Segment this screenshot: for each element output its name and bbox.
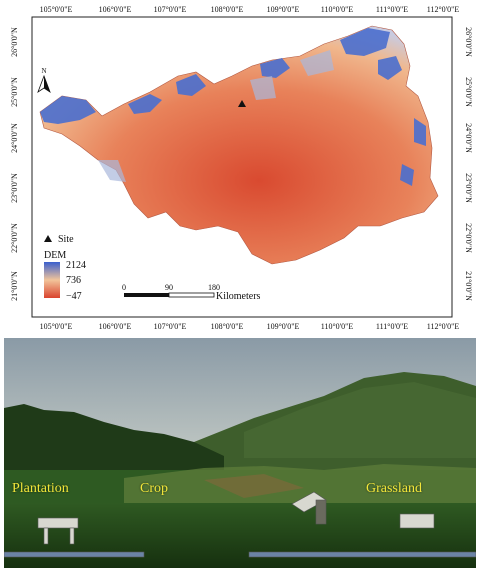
lon-label-top: 112°0'0"E: [427, 5, 460, 14]
lat-label-right: 25°0'0"N: [464, 77, 473, 107]
legend-site-symbol: [44, 235, 52, 242]
grassland-label: Grassland: [366, 481, 422, 496]
lon-label-bottom: 112°0'0"E: [427, 322, 460, 331]
dem-min-label: −47: [66, 291, 82, 302]
lon-label-top: 107°0'0"E: [154, 5, 187, 14]
lat-label-left: 23°0'0"N: [10, 173, 19, 203]
lat-label-right: 22°0'0"N: [464, 223, 473, 253]
lat-label-left: 26°0'0"N: [10, 27, 19, 57]
lat-label-right: 21°0'0"N: [464, 271, 473, 301]
lon-label-top: 110°0'0"E: [321, 5, 354, 14]
eddy-covariance-equipment: [4, 491, 476, 558]
lat-label-right: 23°0'0"N: [464, 173, 473, 203]
scale-tick-label: 0: [122, 283, 126, 292]
dem-map: N 105°0'0"E 106°0'0"E 107°0'0"E 108°0'0"…: [10, 5, 473, 331]
legend-dem-title: DEM: [44, 250, 66, 261]
lat-label-right: 26°0'0"N: [464, 27, 473, 57]
dem-map-panel: N 105°0'0"E 106°0'0"E 107°0'0"E 108°0'0"…: [10, 5, 473, 331]
map-legend: Site DEM 2124 736 −47: [44, 234, 86, 302]
north-arrow: N: [37, 67, 51, 94]
lat-label-left: 25°0'0"N: [10, 77, 19, 107]
lat-label-left: 24°0'0"N: [10, 123, 19, 153]
site-marker: [238, 100, 246, 107]
lon-label-bottom: 107°0'0"E: [154, 322, 187, 331]
lon-label-top: 106°0'0"E: [99, 5, 132, 14]
plantation-label: Plantation: [12, 481, 69, 496]
lon-label-bottom: 108°0'0"E: [211, 322, 244, 331]
lon-label-bottom: 111°0'0"E: [376, 322, 408, 331]
foreground-vegetation: [4, 503, 476, 568]
scale-segment-black: [124, 293, 169, 297]
mid-elevation-patches: [98, 50, 334, 182]
lon-label-bottom: 110°0'0"E: [321, 322, 354, 331]
lon-labels-bottom: 105°0'0"E 106°0'0"E 107°0'0"E 108°0'0"E …: [40, 322, 460, 331]
north-label: N: [41, 67, 46, 75]
site-photo-scene: [4, 338, 476, 568]
lon-labels-top: 105°0'0"E 106°0'0"E 107°0'0"E 108°0'0"E …: [40, 5, 460, 14]
legend-site-label: Site: [58, 234, 74, 245]
lat-label-left: 22°0'0"N: [10, 223, 19, 253]
forest: [4, 404, 224, 488]
dem-color-ramp: [44, 262, 60, 298]
scale-segment-white: [168, 292, 215, 298]
lon-label-top: 111°0'0"E: [376, 5, 408, 14]
region-dem-surface: [39, 25, 439, 265]
lon-label-bottom: 109°0'0"E: [267, 322, 300, 331]
crop-label: Crop: [140, 481, 168, 496]
dem-max-label: 2124: [66, 260, 86, 271]
lon-label-top: 109°0'0"E: [267, 5, 300, 14]
lat-label-left: 21°0'0"N: [10, 271, 19, 301]
lon-label-bottom: 105°0'0"E: [40, 322, 73, 331]
lon-label-top: 108°0'0"E: [211, 5, 244, 14]
dem-mid-label: 736: [66, 275, 81, 286]
lon-label-bottom: 106°0'0"E: [99, 322, 132, 331]
scale-tick-label: 180: [208, 283, 220, 292]
scale-unit-label: Kilometers: [216, 291, 261, 302]
scale-bar: 0 90 180 Kilometers: [122, 283, 261, 302]
lat-label-right: 24°0'0"N: [464, 123, 473, 153]
scale-tick-label: 90: [165, 283, 173, 292]
high-elevation-patches: [40, 28, 426, 186]
site-photo: Plantation Crop Grassland: [4, 338, 476, 568]
lon-label-top: 105°0'0"E: [40, 5, 73, 14]
lat-labels-right: 26°0'0"N 25°0'0"N 24°0'0"N 23°0'0"N 22°0…: [464, 27, 473, 301]
lat-labels-left: 26°0'0"N 25°0'0"N 24°0'0"N 23°0'0"N 22°0…: [10, 27, 19, 301]
